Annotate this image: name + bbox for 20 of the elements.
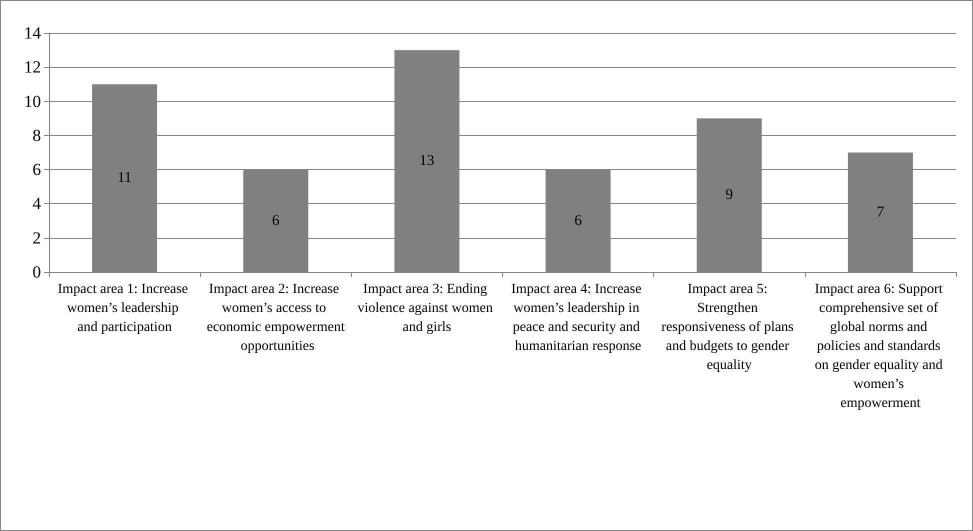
data-label: 6 [574, 212, 582, 229]
data-label: 9 [726, 187, 733, 204]
y-tick-label: 4 [32, 194, 42, 214]
y-tick-label: 14 [24, 24, 42, 42]
x-tick-label: Impact area 4: Increase women’s leadership in peace and security and humanitarian response [511, 282, 645, 354]
data-label: 6 [272, 212, 280, 229]
y-tick-label: 2 [32, 228, 41, 248]
y-tick-label: 8 [32, 126, 41, 145]
x-tick-label: Impact area 6: Support comprehensive set of global norms and policies and standards on gender equality and women’s empowerment [814, 282, 946, 411]
data-label: 7 [876, 204, 885, 220]
y-tick-label: 0 [32, 262, 41, 282]
x-tick-label: Impact area 3: Ending violence against women and girls [358, 282, 496, 335]
y-tick-label: 12 [24, 58, 41, 77]
y-tick-label: 6 [32, 160, 41, 180]
x-tick-label: Impact area 2: Increase women’s access to economic empowerment opportunities [206, 282, 345, 354]
x-tick-label: Impact area 5: Strengthen responsiveness of plans and budgets to gender equality [661, 282, 798, 373]
data-label: 11 [117, 170, 132, 186]
y-tick-label: 10 [24, 92, 41, 111]
x-tick-label: Impact area 1: Increase women’s leadership and participation [58, 282, 192, 335]
data-label: 13 [419, 153, 434, 170]
